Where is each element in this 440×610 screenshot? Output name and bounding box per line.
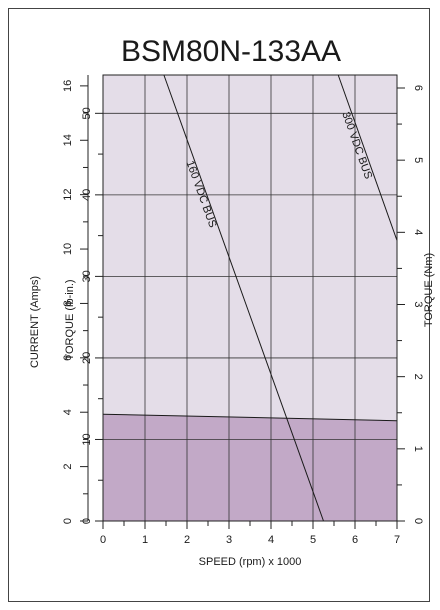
torque-lbin-tick-label: 50: [81, 107, 93, 119]
torque-nm-tick-label: 2: [412, 374, 424, 380]
plot-area: [103, 75, 397, 521]
current-tick-label: 4: [62, 409, 74, 415]
current-tick-label: 0: [62, 518, 74, 524]
torque-lbin-tick-label: 30: [81, 270, 93, 282]
current-tick-label: 6: [62, 355, 74, 361]
series-line-1: [163, 74, 324, 522]
current-tick-label: 14: [62, 134, 74, 146]
current-tick-label: 2: [62, 464, 74, 470]
torque-nm-tick-label: 0: [412, 518, 424, 524]
series-line-2: [337, 74, 398, 241]
x-tick-label: 2: [184, 534, 190, 546]
y-axis-label-current: CURRENT (Amps): [29, 276, 41, 368]
current-tick-label: 16: [62, 80, 74, 92]
torque-lbin-tick-label: 0: [81, 518, 93, 524]
x-tick-label: 6: [352, 534, 358, 546]
torque-lbin-tick-label: 20: [81, 352, 93, 364]
continuous-torque-line: [102, 413, 398, 422]
x-tick-label: 5: [310, 534, 316, 546]
grid-lines: [103, 75, 397, 521]
x-tick-label: 1: [142, 534, 148, 546]
x-tick-label: 4: [268, 534, 274, 546]
continuous-zone: [103, 414, 397, 521]
current-tick-label: 12: [62, 189, 74, 201]
torque-lbin-tick-label: 10: [81, 433, 93, 445]
y-axis-label-torque-nm: TORQUE (Nm): [423, 253, 435, 327]
x-tick-label: 7: [394, 534, 400, 546]
torque-lbin-tick-label: 40: [81, 189, 93, 201]
y-axis-label-torque-lbin: TORQUE (lb-in.): [64, 279, 76, 360]
chart-title: BSM80N-133AA: [121, 35, 341, 68]
torque-nm-tick-label: 3: [412, 301, 424, 307]
torque-nm-tick-label: 6: [412, 85, 424, 91]
torque-nm-tick-label: 4: [412, 229, 424, 235]
x-tick-label: 0: [100, 534, 106, 546]
torque-nm-tick-label: 1: [412, 446, 424, 452]
current-tick-label: 10: [62, 243, 74, 255]
x-axis-label: SPEED (rpm) x 1000: [199, 556, 302, 568]
current-tick-label: 8: [62, 300, 74, 306]
torque-nm-tick-label: 5: [412, 157, 424, 163]
x-tick-label: 3: [226, 534, 232, 546]
